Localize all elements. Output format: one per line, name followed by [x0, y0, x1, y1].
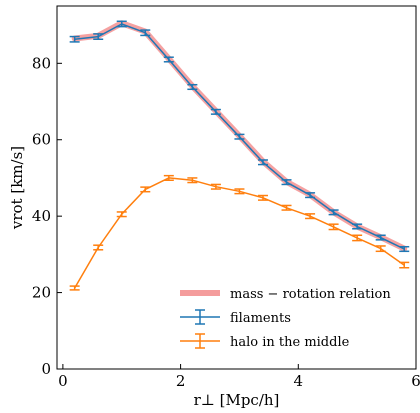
legend-label: filaments	[230, 311, 291, 326]
y-axis-label: vrot [km/s]	[8, 146, 26, 230]
x-tick-label: 0	[58, 372, 68, 390]
y-tick-label: 0	[41, 360, 51, 378]
x-axis-label: r⊥ [Mpc/h]	[194, 391, 280, 409]
series-line	[74, 177, 405, 289]
y-tick-label: 80	[32, 54, 51, 72]
series-2	[69, 174, 410, 291]
plot-data	[69, 20, 410, 291]
x-tick-label: 2	[176, 372, 186, 390]
legend: mass − rotation relation filaments halo in…	[180, 287, 391, 350]
legend-label: halo in the middle	[230, 335, 350, 350]
legend-label: mass − rotation relation	[230, 287, 391, 302]
x-tick-label: 4	[294, 372, 304, 390]
series-1	[69, 20, 410, 253]
x-tick-label: 6	[411, 372, 420, 390]
y-tick-label: 60	[32, 131, 51, 149]
y-tick-label: 20	[32, 284, 51, 302]
y-tick-label: 40	[32, 207, 51, 225]
plot-frame	[56, 5, 417, 370]
